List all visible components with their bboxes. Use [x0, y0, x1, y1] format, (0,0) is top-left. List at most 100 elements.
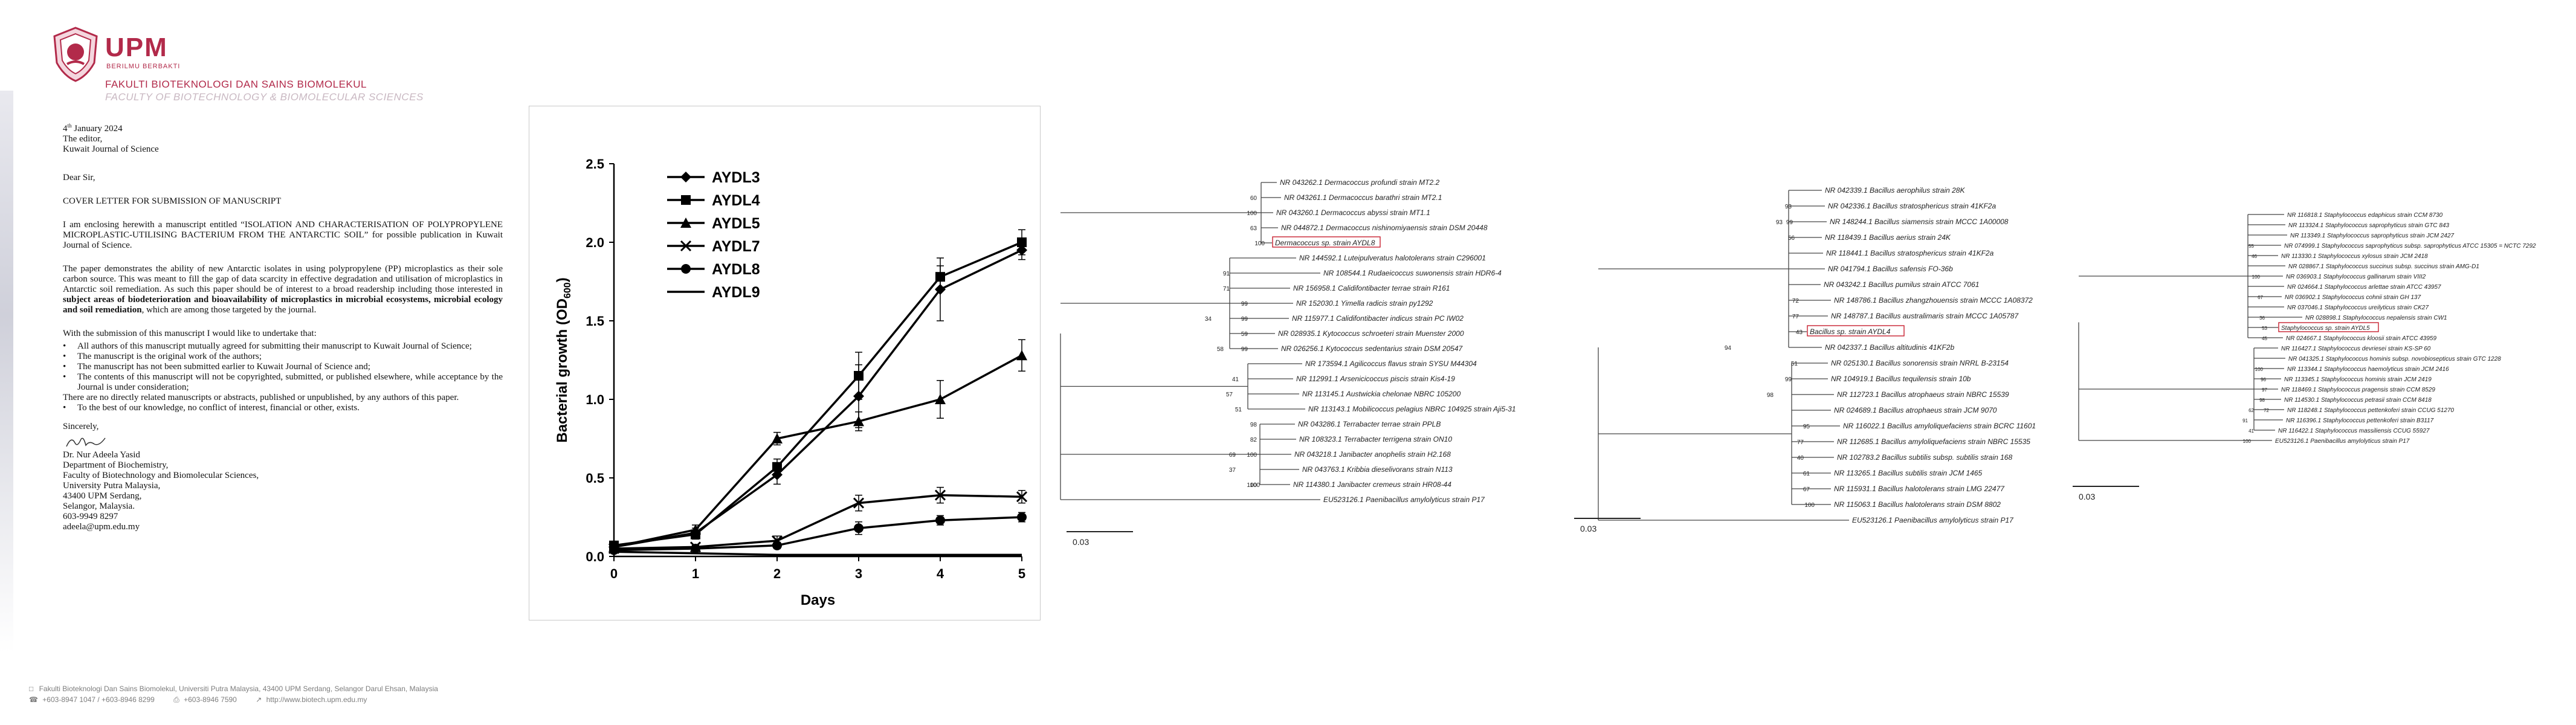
bootstrap-value: 60: [1250, 195, 1257, 202]
tree-leaf-label: NR 044872.1 Dermacoccus nishinomiyaensis…: [1281, 224, 1488, 232]
tree-leaf-label: NR 113265.1 Bacillus subtilis strain JCM…: [1834, 469, 1983, 477]
data-point: [609, 545, 619, 555]
tree-leaf-label: NR 108544.1 Rudaeicoccus suwonensis stra…: [1323, 269, 1502, 277]
tree-leaf-label: NR 148787.1 Bacillus australimaris strai…: [1831, 312, 2019, 320]
tree-leaf-label: NR 115063.1 Bacillus halotolerans strain…: [1834, 500, 2001, 509]
data-point: [1016, 491, 1028, 503]
data-point: [1017, 512, 1027, 522]
bootstrap-value: 98: [1767, 392, 1774, 399]
x-tick-label: 3: [855, 566, 862, 581]
tree-leaf-label: NR 112991.1 Arsenicicoccus piscis strain…: [1296, 375, 1455, 383]
tree-leaf-label: NR 028935.1 Kytococcus schroeteri strain…: [1278, 329, 1464, 338]
data-point: [935, 272, 945, 282]
y-tick-label: 1.5: [586, 314, 604, 329]
bootstrap-value: 40: [1797, 455, 1804, 462]
legend-label: AYDL7: [712, 238, 760, 255]
signatory-faculty: Faculty of Biotechnology and Biomolecula…: [63, 471, 259, 480]
recipient-line-2: Kuwait Journal of Science: [63, 144, 159, 154]
tree-leaf-label: NR 113344.1 Staphylococcus haemolyticus …: [2287, 366, 2449, 373]
data-point: [772, 540, 782, 550]
series-line: [613, 249, 1022, 549]
tree-leaf-label: NR 102783.2 Bacillus subtilis subsp. sub…: [1837, 453, 2012, 462]
tree-leaf-label: NR 115977.1 Calidifontibacter indicus st…: [1292, 314, 1464, 323]
bootstrap-value: 36: [2259, 315, 2265, 321]
signatory-department: Department of Biochemistry,: [63, 460, 169, 470]
tree-leaf-label: NR 116022.1 Bacillus amyloliquefaciens s…: [1843, 422, 2036, 430]
recipient-line-1: The editor,: [63, 134, 103, 144]
tree-leaf-label: Dermacoccus sp. strain AYDL8: [1275, 239, 1375, 247]
legend-marker: [681, 195, 691, 205]
bootstrap-value: 51: [1235, 407, 1242, 413]
footer-address: Fakulti Bioteknologi Dan Sains Biomoleku…: [39, 685, 438, 693]
x-tick-label: 0: [610, 566, 618, 581]
tree-leaf-label: NR 042337.1 Bacillus altitudinis 41KF2b: [1825, 343, 1954, 352]
bootstrap-value: 59: [1241, 331, 1248, 338]
bootstrap-value: 72: [2264, 408, 2269, 413]
data-point: [772, 462, 782, 472]
bootstrap-value: 55: [2248, 243, 2254, 249]
tree-leaf-label: NR 116396.1 Staphylococcus pettenkoferi …: [2286, 417, 2434, 424]
tree-leaf-label: NR 043261.1 Dermacoccus barathri strain …: [1284, 193, 1442, 202]
signatory-university: University Putra Malaysia,: [63, 481, 161, 491]
tree-leaf-label: NR 037046.1 Staphylococcus ureilyticus s…: [2287, 304, 2429, 311]
bootstrap-value: 46: [2252, 254, 2257, 259]
bootstrap-value: 37: [1229, 467, 1236, 474]
bootstrap-value: 100: [2252, 274, 2261, 280]
data-point: [1016, 350, 1027, 361]
x-axis-title: Days: [801, 592, 835, 608]
footer-web[interactable]: http://www.biotech.upm.edu.my: [266, 695, 367, 704]
tree-leaf-label: NR 144592.1 Luteipulveratus halotolerans…: [1299, 254, 1486, 262]
tree-leaf-label: NR 114380.1 Janibacter cremeus strain HR…: [1293, 480, 1451, 489]
signatory-postcode: 43400 UPM Serdang,: [63, 491, 142, 501]
tree-leaf-label: NR 118439.1 Bacillus aerius strain 24K: [1825, 233, 1951, 242]
bootstrap-value: 100: [2243, 439, 2252, 444]
letterhead-side-band: [0, 91, 13, 652]
bullet-item: • All authors of this manuscript mutually…: [63, 341, 472, 351]
y-tick-label: 0.0: [586, 549, 604, 564]
series-line: [613, 494, 1022, 550]
tree-leaf-label: NR 113143.1 Mobilicoccus pelagius NBRC 1…: [1308, 405, 1516, 413]
bootstrap-value: 77: [1792, 314, 1800, 320]
bootstrap-value: 58: [1217, 346, 1224, 353]
tree-leaf-label: NR 113349.1 Staphylococcus saprophyticus…: [2290, 233, 2455, 239]
bootstrap-value: 67: [1803, 486, 1810, 493]
bootstrap-value: 95: [1803, 424, 1810, 430]
signatory-email[interactable]: adeela@upm.edu.my: [63, 522, 140, 532]
data-point: [772, 433, 783, 443]
bootstrap-value: 41: [1232, 376, 1239, 383]
y-tick-label: 1.0: [586, 392, 604, 407]
data-point: [935, 515, 945, 526]
y-tick-label: 2.0: [586, 235, 604, 250]
tree-leaf-label: NR 108323.1 Terrabacter terrigena strain…: [1299, 435, 1452, 443]
tree-leaf-label: NR 148244.1 Bacillus siamensis strain MC…: [1830, 218, 2009, 226]
tree-leaf-label: NR 024667.1 Staphylococcus kloosii strai…: [2286, 335, 2436, 342]
tree-leaf-label: NR 113145.1 Austwickia chelonae NBRC 105…: [1302, 390, 1461, 398]
tree-leaf-label: NR 152030.1 Yimella radicis strain py129…: [1296, 299, 1433, 308]
paragraph-manuscript: I am enclosing herewith a manuscript ent…: [63, 220, 503, 250]
tree-leaf-label: NR 043260.1 Dermacoccus abyssi strain MT…: [1276, 208, 1430, 217]
bootstrap-value: 93: [1785, 204, 1792, 210]
tree-leaf-label: NR 041794.1 Bacillus safensis FO-36b: [1828, 265, 1953, 273]
tree-leaf-label: NR 028898.1 Staphylococcus nepalensis st…: [2305, 315, 2447, 321]
bootstrap-value: 99: [1785, 376, 1792, 383]
signatory-state: Selangor, Malaysia.: [63, 501, 135, 511]
scale-bar-label: 0.03: [1073, 537, 1089, 547]
legend-label: AYDL4: [712, 192, 760, 209]
x-tick-label: 1: [692, 566, 699, 581]
tree-leaf-label: NR 028867.1 Staphylococcus succinus subs…: [2288, 263, 2479, 270]
bullet-item: • To the best of our knowledge, no confli…: [63, 403, 360, 413]
tree-leaf-label: NR 118248.1 Staphylococcus pettenkoferi …: [2287, 407, 2455, 414]
tree-leaf-label: NR 104919.1 Bacillus tequilensis strain …: [1831, 375, 1971, 383]
tree-leaf-label: NR 043262.1 Dermacoccus profundi strain …: [1280, 178, 1439, 187]
bootstrap-value: 53: [2262, 326, 2267, 331]
legend-marker: [680, 240, 692, 252]
y-axis-title: Bacterial growth (OD600): [554, 277, 573, 442]
signatory-phone: 603-9949 8297: [63, 512, 118, 521]
bootstrap-value: 51: [1791, 361, 1798, 367]
tree-leaf-label: Bacillus sp. strain AYDL4: [1810, 327, 1891, 336]
footer-address-row: □ Fakulti Bioteknologi Dan Sains Biomole…: [29, 685, 438, 693]
bootstrap-value: 100: [1247, 452, 1257, 459]
tree-leaf-label: NR 113324.1 Staphylococcus saprophyticus…: [2288, 222, 2450, 229]
legend-entry: AYDL5: [667, 215, 760, 232]
tree-leaf-label: NR 113345.1 Staphylococcus hominis strai…: [2284, 376, 2432, 383]
